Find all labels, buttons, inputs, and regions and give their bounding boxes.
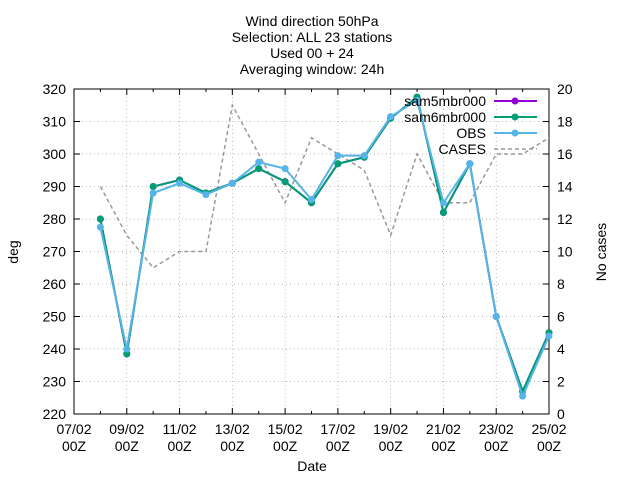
data-point: [96, 215, 104, 223]
x-tick-label: 15/02: [268, 421, 303, 437]
data-point: [149, 183, 157, 190]
data-point: [281, 165, 289, 173]
legend-marker: [511, 113, 519, 121]
data-point: [466, 160, 474, 168]
x-tick-label: 00Z: [273, 438, 298, 454]
x-tick-label: 07/02: [56, 421, 91, 437]
y-tick-label: 250: [43, 309, 67, 325]
data-point: [492, 313, 500, 320]
y-tick-label: 240: [43, 341, 67, 357]
series-OBS: [96, 96, 553, 400]
x-tick-label: 09/02: [109, 421, 144, 437]
legend-label: sam5mbr000: [404, 93, 486, 109]
title-line: Wind direction 50hPa: [245, 13, 378, 29]
axis-ticks: 07/0200Z09/0200Z11/0200Z13/0200Z15/0200Z…: [43, 81, 573, 454]
x-tick-label: 25/02: [531, 421, 566, 437]
y2-tick-label: 20: [557, 81, 573, 97]
x-tick-label: 00Z: [326, 438, 351, 454]
y-tick-label: 260: [43, 276, 67, 292]
y-tick-label: 220: [43, 406, 67, 422]
title-line: Averaging window: 24h: [240, 61, 385, 77]
x-tick-label: 00Z: [379, 438, 404, 454]
x-tick-label: 11/02: [163, 421, 197, 437]
data-point: [413, 96, 421, 104]
x-tick-label: 00Z: [167, 438, 192, 454]
legend-label: CASES: [439, 141, 486, 157]
x-tick-label: 13/02: [215, 421, 250, 437]
y2-axis-label: No cases: [593, 223, 609, 281]
y-tick-label: 230: [43, 374, 67, 390]
data-point: [123, 350, 131, 358]
data-point: [281, 178, 289, 186]
x-tick-label: 00Z: [537, 438, 562, 454]
y-tick-label: 290: [43, 179, 67, 195]
title-line: Used 00 + 24: [270, 45, 354, 61]
x-tick-label: 17/02: [320, 421, 355, 437]
legend-label: OBS: [456, 125, 486, 141]
data-point: [360, 152, 368, 160]
x-tick-label: 00Z: [62, 438, 87, 454]
x-tick-label: 00Z: [115, 438, 140, 454]
legend-marker: [511, 129, 519, 137]
y-tick-label: 300: [43, 146, 67, 162]
x-tick-label: 23/02: [479, 421, 514, 437]
x-tick-label: 00Z: [484, 438, 509, 454]
data-point: [255, 158, 263, 166]
data-point: [149, 189, 157, 197]
data-point: [387, 113, 395, 121]
y2-tick-label: 18: [557, 114, 573, 130]
x-axis-label: Date: [297, 458, 327, 474]
y2-tick-label: 2: [557, 374, 565, 390]
y2-tick-label: 16: [557, 146, 573, 162]
y2-tick-label: 8: [557, 276, 565, 292]
y-tick-label: 310: [43, 114, 67, 130]
y-tick-label: 270: [43, 244, 67, 260]
x-tick-label: 21/02: [426, 421, 461, 437]
y2-tick-label: 6: [557, 309, 565, 325]
data-point: [255, 165, 263, 173]
data-point: [176, 179, 184, 187]
y-axis-label: deg: [5, 240, 21, 263]
series-line: [99, 98, 550, 399]
data-point: [228, 179, 236, 187]
title-line: Selection: ALL 23 stations: [232, 29, 393, 45]
data-point: [545, 332, 553, 340]
series: [96, 93, 553, 400]
data-point: [334, 152, 342, 160]
x-tick-label: 00Z: [431, 438, 456, 454]
y2-tick-label: 12: [557, 211, 573, 227]
y2-tick-label: 0: [557, 406, 565, 422]
data-point: [439, 209, 447, 216]
y2-tick-label: 10: [557, 244, 573, 260]
data-point: [308, 196, 315, 203]
y-tick-label: 280: [43, 211, 67, 227]
y2-tick-label: 4: [557, 341, 565, 357]
legend-label: sam6mbr000: [404, 109, 486, 125]
data-point: [439, 199, 447, 207]
y-tick-label: 320: [43, 81, 67, 97]
x-tick-label: 19/02: [373, 421, 408, 437]
data-point: [202, 191, 210, 199]
y2-tick-label: 14: [557, 179, 573, 195]
legend-marker: [511, 97, 519, 105]
data-point: [519, 392, 527, 400]
data-point: [123, 345, 131, 353]
data-point: [334, 160, 342, 168]
x-tick-label: 00Z: [220, 438, 245, 454]
data-point: [96, 223, 104, 231]
